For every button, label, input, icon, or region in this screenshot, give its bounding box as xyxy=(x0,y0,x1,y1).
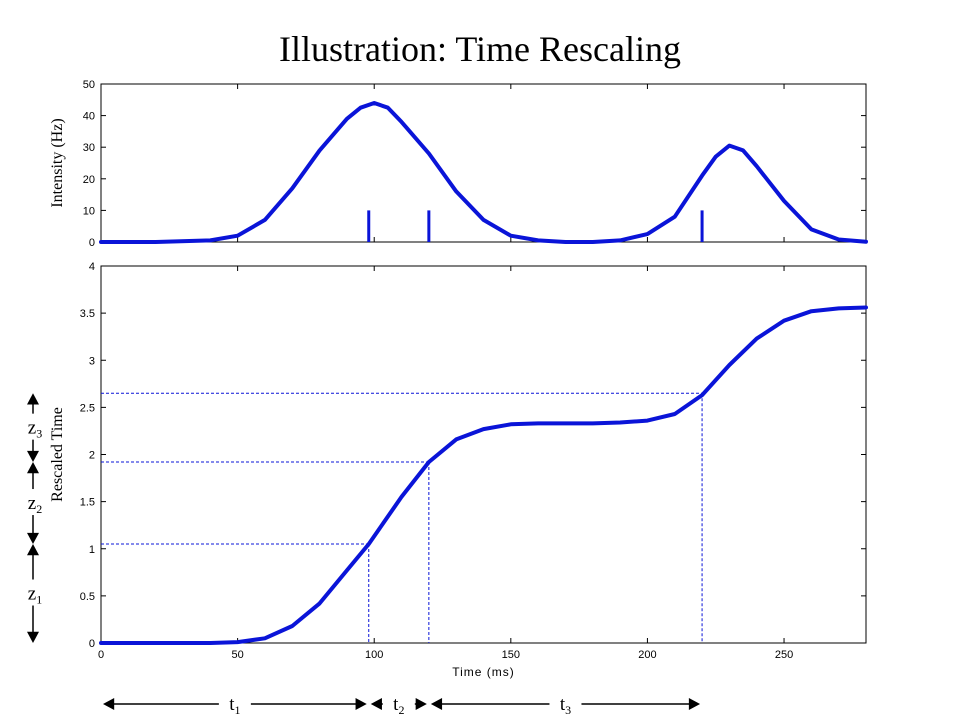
top-y-tick-label: 0 xyxy=(89,237,95,249)
bottom-y-axis-label: Rescaled Time xyxy=(49,407,66,502)
bottom-x-tick-label: 200 xyxy=(638,649,656,661)
t-label-1: t1 xyxy=(229,694,240,717)
z-arrow-head xyxy=(27,462,39,474)
t-arrow-head xyxy=(415,698,427,710)
top-y-tick-label: 50 xyxy=(83,79,95,91)
bottom-y-tick-label: 1 xyxy=(89,544,95,556)
bottom-x-tick-label: 150 xyxy=(502,649,520,661)
z-label-2: z2 xyxy=(28,493,42,516)
bottom-y-tick-label: 3 xyxy=(89,355,95,367)
top-frame xyxy=(100,83,867,243)
z-label-3: z3 xyxy=(28,418,42,441)
top-y-tick-label: 30 xyxy=(83,142,95,154)
interval-annotations: z1 z2 z3 t1 t2 t3 xyxy=(27,393,701,717)
z-arrow-head xyxy=(27,393,39,405)
t-label-3: t3 xyxy=(560,694,571,717)
t-arrow-head xyxy=(688,698,701,710)
chart-title: Illustration: Time Rescaling xyxy=(279,29,681,69)
t-arrow-head xyxy=(103,698,115,710)
bottom-y-tick-label: 0 xyxy=(89,638,95,650)
t-arrow-head xyxy=(355,698,367,710)
bottom-y-tick-label: 4 xyxy=(89,261,95,273)
z-label-1: z1 xyxy=(28,584,42,607)
t-arrow-head xyxy=(430,698,443,710)
bottom-series-line xyxy=(99,305,868,645)
top-y-tick-label: 10 xyxy=(83,205,95,217)
z-arrow-head xyxy=(27,544,39,556)
bottom-y-tick-label: 0.5 xyxy=(80,591,95,603)
bottom-x-axis-label: Time (ms) xyxy=(452,665,515,679)
t-label-2: t2 xyxy=(393,694,404,717)
bottom-x-tick-label: 50 xyxy=(231,649,243,661)
top-y-axis-label: Intensity (Hz) xyxy=(49,118,66,207)
z-arrow-head xyxy=(27,631,39,643)
bottom-frame xyxy=(100,265,867,644)
rescaled-time-panel: 0 50 100 150 200 250 0 0.5 1 1.5 2 2.5 3 3.5 4 Rescaled… xyxy=(49,261,868,679)
t-arrow-head xyxy=(370,698,382,710)
z-arrow-head xyxy=(27,532,39,545)
intensity-panel: 0 10 20 30 40 50 Intensity (Hz) xyxy=(49,79,868,249)
z-arrow-head xyxy=(27,450,39,463)
bottom-x-tick-label: 100 xyxy=(365,649,383,661)
top-y-tick-label: 40 xyxy=(83,111,95,123)
bottom-y-tick-label: 1.5 xyxy=(80,497,95,509)
top-y-tick-label: 20 xyxy=(83,174,95,186)
bottom-x-tick-label: 0 xyxy=(98,649,104,661)
top-series-line xyxy=(99,101,868,244)
bottom-x-tick-label: 250 xyxy=(775,649,793,661)
bottom-y-tick-label: 2 xyxy=(89,450,95,462)
bottom-y-tick-label: 3.5 xyxy=(80,308,95,320)
bottom-y-tick-label: 2.5 xyxy=(80,402,95,414)
